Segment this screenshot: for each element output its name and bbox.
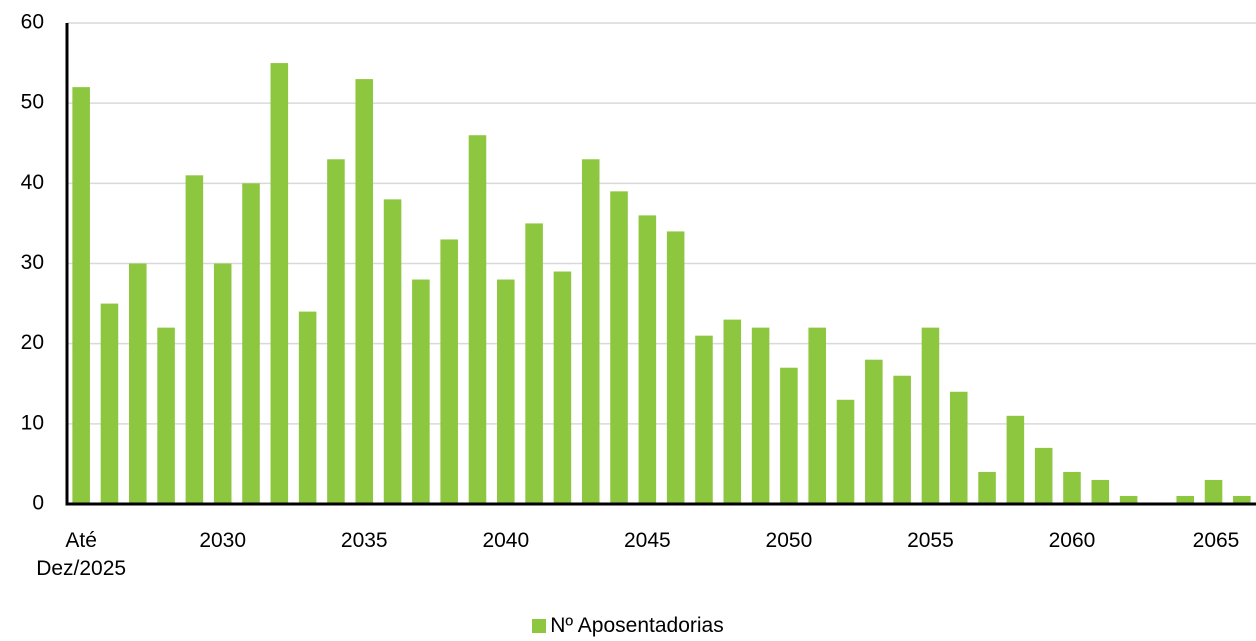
bar bbox=[751, 327, 770, 504]
x-tick-label: 2030 bbox=[199, 529, 247, 552]
y-tick-label: 20 bbox=[21, 331, 44, 354]
bar bbox=[128, 263, 147, 504]
legend-swatch bbox=[532, 619, 547, 633]
bar bbox=[412, 279, 430, 504]
y-tick-label: 60 bbox=[21, 11, 44, 34]
legend-label: Nº Aposentadorias bbox=[550, 614, 724, 637]
bar bbox=[242, 183, 260, 505]
bar bbox=[213, 263, 232, 504]
bar bbox=[1176, 495, 1195, 504]
bar bbox=[1006, 415, 1025, 504]
x-tick-label: 2040 bbox=[482, 529, 530, 552]
bar bbox=[610, 191, 628, 504]
bar bbox=[978, 471, 996, 504]
bar bbox=[581, 159, 600, 505]
x-tick-label: 2055 bbox=[907, 529, 954, 552]
bar bbox=[1063, 471, 1081, 504]
bar bbox=[157, 327, 175, 504]
bar bbox=[836, 399, 855, 504]
bar bbox=[893, 375, 911, 504]
bar bbox=[638, 215, 657, 504]
y-tick-label: 10 bbox=[21, 411, 44, 434]
bar bbox=[1091, 479, 1110, 504]
x-tick-label: 2050 bbox=[765, 529, 813, 552]
y-tick-label: 40 bbox=[21, 171, 44, 194]
bar bbox=[525, 223, 543, 504]
bar bbox=[666, 231, 685, 504]
bar bbox=[1233, 495, 1251, 504]
x-tick-label: 2060 bbox=[1048, 529, 1096, 552]
y-tick-label: 30 bbox=[21, 251, 44, 274]
x-tick-label: 2035 bbox=[340, 529, 388, 552]
bar bbox=[921, 327, 940, 504]
bar bbox=[298, 311, 317, 504]
bar bbox=[949, 391, 968, 504]
bar bbox=[553, 271, 572, 504]
legend: Nº Aposentadorias bbox=[0, 614, 1256, 638]
bar bbox=[355, 79, 374, 504]
bar bbox=[185, 175, 204, 505]
bar bbox=[327, 159, 345, 505]
bar bbox=[723, 319, 742, 504]
bar bbox=[100, 303, 119, 504]
y-tick-label: 0 bbox=[32, 492, 44, 515]
bar bbox=[270, 63, 289, 504]
bar bbox=[497, 279, 515, 504]
bar bbox=[1204, 479, 1223, 504]
bar bbox=[468, 135, 487, 504]
x-tick-label: 2065 bbox=[1192, 529, 1240, 552]
bar bbox=[808, 327, 826, 504]
bar bbox=[1034, 447, 1053, 504]
bar bbox=[383, 199, 402, 504]
y-tick-label: 50 bbox=[21, 91, 44, 114]
x-tick-label: 2045 bbox=[623, 529, 671, 552]
bar bbox=[695, 335, 713, 504]
bar bbox=[1119, 495, 1138, 504]
bar bbox=[440, 239, 458, 504]
bar bbox=[72, 87, 90, 504]
x-tick-label: Até Dez/2025 bbox=[36, 529, 127, 580]
bar bbox=[780, 367, 798, 504]
bar bbox=[865, 359, 883, 504]
